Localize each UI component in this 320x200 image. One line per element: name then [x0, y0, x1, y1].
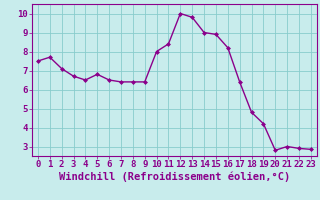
X-axis label: Windchill (Refroidissement éolien,°C): Windchill (Refroidissement éolien,°C) [59, 172, 290, 182]
